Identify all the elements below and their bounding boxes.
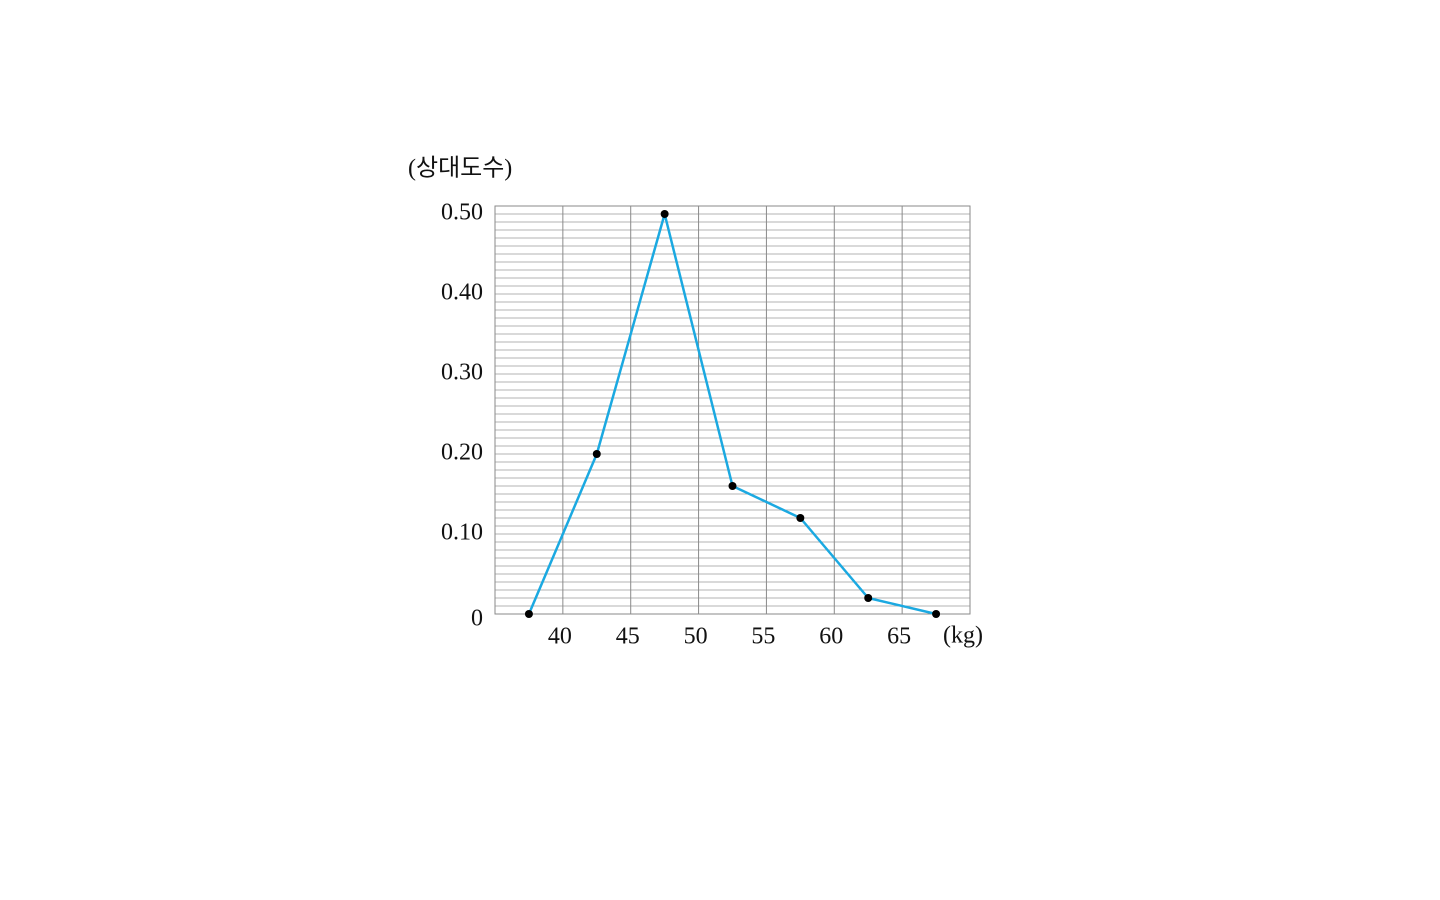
point (524, 610, 533, 618)
y-tick-label: 0.40 (441, 280, 483, 306)
point (796, 514, 805, 522)
y-tick-label: 0.30 (441, 360, 483, 386)
y-tick-label: 0.10 (441, 520, 483, 546)
y-tick-label: 0.50 (441, 200, 483, 226)
point (660, 210, 669, 218)
x-tick-label: 60 (819, 624, 843, 650)
x-tick-label: 55 (751, 624, 775, 650)
point (932, 610, 941, 618)
x-tick-label: 50 (684, 624, 708, 650)
x-tick-label: 40 (548, 624, 572, 650)
point (728, 482, 737, 490)
x-axis-label: (kg) (943, 623, 983, 649)
point (864, 594, 873, 602)
y-tick-label: 0 (471, 606, 483, 632)
plot-frame (494, 205, 971, 615)
y-tick-label: 0.20 (441, 440, 483, 466)
y-axis-label: (상대도수) (408, 155, 512, 182)
x-tick-label: 45 (616, 624, 640, 650)
x-tick-label: 65 (887, 624, 911, 650)
point (592, 450, 601, 458)
